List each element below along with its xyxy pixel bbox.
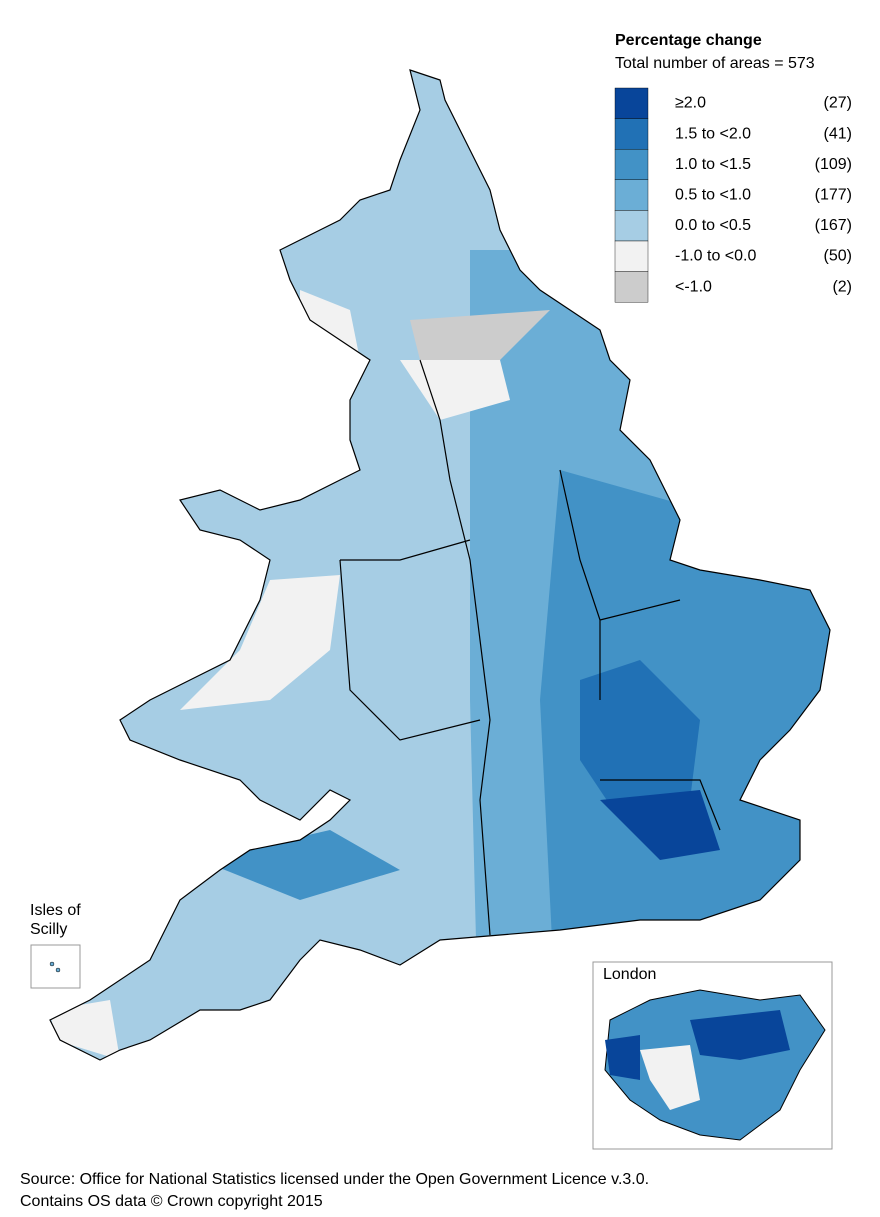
region-boundary [339, 469, 721, 831]
legend-count: (177) [815, 187, 852, 204]
inset-frame [30, 944, 81, 989]
inset-label: Isles of [30, 902, 81, 919]
london-area [690, 1010, 790, 1060]
legend-label: 0.5 to <1.0 [675, 187, 751, 204]
legend-title: Percentage change [615, 32, 762, 49]
legend-count: (167) [815, 217, 852, 234]
legend-label: 1.0 to <1.5 [675, 156, 751, 173]
legend-swatch [614, 271, 649, 303]
legend-count: (27) [824, 95, 852, 112]
inset-label: Scilly [30, 921, 67, 938]
legend-swatch [614, 240, 649, 272]
legend-swatch [614, 148, 649, 180]
london-area [640, 1045, 700, 1110]
legend: ≥2.0 (27) 1.5 to <2.0 (41) 1.0 to <1.5 (109) 0… [614, 87, 852, 303]
legend-count: (50) [824, 248, 852, 265]
legend-swatch [614, 210, 649, 242]
legend-swatch [614, 118, 649, 150]
source: Contains OS data © Crown copyright 2015 [20, 1193, 323, 1210]
legend-swatch [614, 87, 649, 119]
source: Source: Office for National Statistics l… [20, 1171, 649, 1188]
legend-swatch [614, 179, 649, 211]
island [49, 961, 55, 967]
legend-count: (109) [815, 156, 852, 173]
legend-label: ≥2.0 [675, 95, 706, 112]
legend-label: -1.0 to <0.0 [675, 248, 756, 265]
legend-label: <-1.0 [675, 278, 712, 295]
legend-label: 0.0 to <0.5 [675, 217, 751, 234]
legend-count: (2) [832, 278, 852, 295]
london-area [605, 1035, 640, 1080]
inset-label: London [603, 966, 656, 983]
legend-label: 1.5 to <2.0 [675, 125, 751, 142]
region-boundary [419, 359, 491, 936]
legend-count: (41) [824, 125, 852, 142]
legend-subtitle: Total number of areas = 573 [615, 55, 815, 72]
island [55, 967, 61, 973]
